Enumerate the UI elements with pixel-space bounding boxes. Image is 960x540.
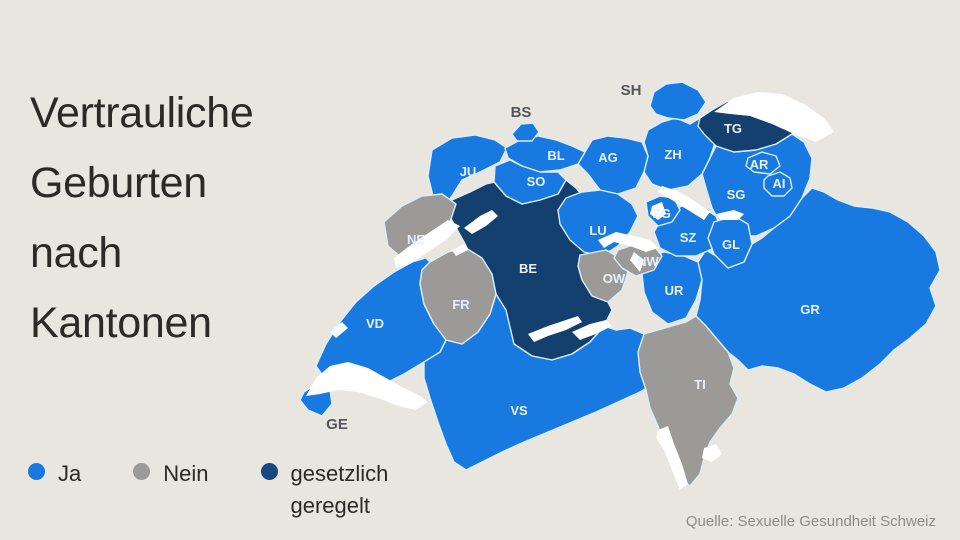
canton-label-vs: VS [510, 403, 528, 418]
canton-label-ur: UR [665, 283, 684, 298]
canton-ow [577, 249, 629, 303]
lake-zugersee [650, 202, 666, 220]
canton-label-bl: BL [547, 148, 564, 163]
canton-label-ge: GE [326, 416, 348, 433]
lake-lugano [702, 444, 722, 462]
canton-ag [577, 135, 649, 195]
page-title: Vertrauliche Geburten nach Kantonen [30, 78, 254, 358]
canton-label-tg: TG [724, 121, 742, 136]
title-line: Geburten [30, 159, 207, 207]
canton-so [493, 159, 567, 205]
canton-bs [511, 122, 540, 142]
lake-brienz [572, 320, 612, 340]
lake-joux [330, 322, 348, 338]
canton-label-lu: LU [589, 223, 606, 238]
lake-biel [464, 210, 498, 234]
source-credit: Quelle: Sexuelle Gesundheit Schweiz [685, 513, 936, 530]
canton-gr [695, 187, 941, 393]
legend-label-gesetzlich: gesetzlich geregelt [290, 461, 389, 518]
lake-neuchatel [394, 220, 460, 268]
canton-sh [649, 81, 707, 121]
canton-ar [745, 151, 781, 175]
legend-dot-nein [133, 463, 151, 480]
canton-fr [419, 247, 497, 345]
lake-murten [452, 244, 468, 256]
legend-dot-gesetzlich [260, 463, 278, 480]
canton-label-ow: OW [603, 271, 626, 286]
lake-vierwaldstaetter-arm [630, 252, 644, 272]
lake-leman [306, 362, 428, 410]
canton-label-gr: GR [800, 302, 820, 317]
legend-label-ja: Ja [58, 461, 82, 486]
canton-label-bs: BS [511, 104, 532, 121]
lake-bodensee [714, 92, 834, 142]
canton-label-zh: ZH [664, 147, 681, 162]
canton-label-vd: VD [366, 316, 384, 331]
legend-dot-ja [28, 463, 45, 480]
legend-label-nein: Nein [163, 461, 209, 486]
canton-ai [763, 171, 793, 197]
canton-label-ai: AI [773, 176, 786, 191]
title-line: Vertrauliche [30, 89, 254, 137]
legend-item-ja: Ja [28, 458, 81, 490]
lake-maggiore [656, 426, 688, 490]
lake-walensee [716, 210, 744, 220]
canton-label-nw: NW [637, 254, 659, 269]
canton-label-ju: JU [460, 164, 477, 179]
canton-label-ag: AG [598, 150, 618, 165]
title-line: nach [30, 229, 123, 277]
lake-vierwaldstaetter [598, 232, 658, 252]
canton-label-sg: SG [727, 187, 746, 202]
canton-label-ne: NE [407, 232, 425, 247]
legend: Ja Nein gesetzlich geregelt [28, 458, 411, 522]
canton-label-be: BE [519, 261, 537, 276]
legend-item-nein: Nein [133, 458, 209, 490]
canton-label-sz: SZ [680, 230, 697, 245]
canton-label-zg: ZG [653, 206, 671, 221]
lake-zuerichsee [658, 186, 710, 220]
canton-label-so: SO [527, 174, 546, 189]
legend-item-gesetzlich: gesetzlich geregelt [260, 458, 411, 522]
title-line: Kantonen [30, 299, 212, 347]
canton-label-sh: SH [621, 82, 642, 99]
canton-label-fr: FR [452, 297, 470, 312]
canton-ti [637, 315, 739, 487]
canton-label-gl: GL [722, 237, 740, 252]
canton-label-ar: AR [750, 157, 769, 172]
canton-label-ti: TI [694, 377, 706, 392]
lake-thun [528, 316, 582, 342]
